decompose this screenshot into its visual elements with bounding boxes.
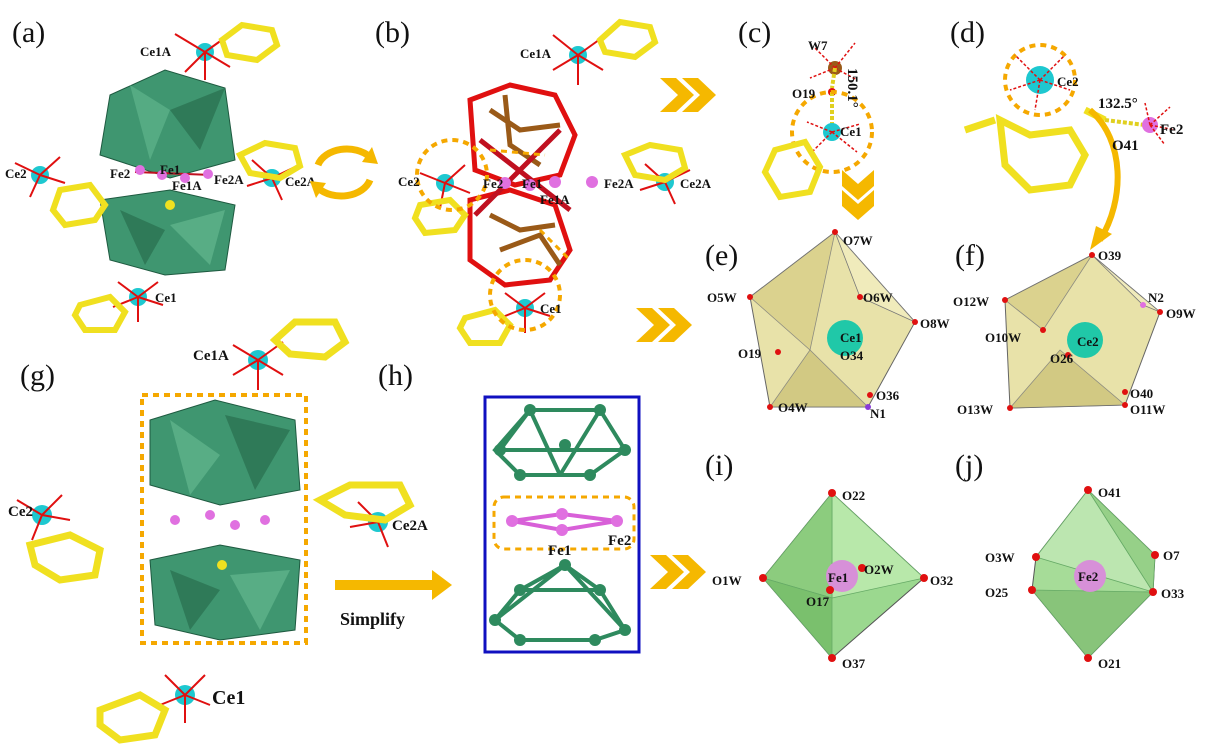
atom-label: O10W [985, 330, 1021, 345]
atom-label: O3W [985, 550, 1015, 565]
panel-j-label: (j) [955, 449, 983, 482]
atom-label: Fe2 [110, 166, 130, 181]
atom-label: Fe2A [214, 172, 244, 187]
fe-layer-a [134, 165, 213, 210]
panel-d: (d) Ce2 Fe2 O41 132.5° [950, 16, 1183, 250]
atom-label: O25 [985, 585, 1009, 600]
atom-label: N2 [1148, 290, 1164, 305]
exchange-arrows [310, 145, 378, 200]
atom-label: O40 [1130, 386, 1153, 401]
atom-label: O2W [864, 562, 894, 577]
panel-h: (h) Fe1 Fe2 [378, 359, 641, 654]
atom-label: Fe1 [522, 176, 542, 191]
polyhedra-cluster-a [99, 69, 236, 276]
atom-label: Fe2 [483, 176, 503, 191]
panel-a-label: (a) [12, 16, 45, 49]
panel-i: (i) O22 O1W Fe1 O2W O32 O17 O37 [705, 449, 953, 671]
panel-f-label: (f) [955, 239, 985, 272]
panel-e: (e) O7W O5W O6W O8W Ce1 O19 O34 O36 O4W … [705, 229, 950, 421]
atom-label: Fe1A [540, 192, 570, 207]
atom-label: Ce2 [8, 504, 33, 520]
atom-label: Ce2 [398, 174, 420, 189]
atom-label: O41 [1098, 485, 1121, 500]
atom-label: O7 [1163, 548, 1180, 563]
panel-c-label: (c) [738, 16, 771, 49]
atom-label: O32 [930, 573, 953, 588]
atom-label: Fe2 [608, 533, 631, 549]
atom-label: W7 [808, 38, 828, 53]
atom-label: Ce1 [840, 124, 862, 139]
simplify-arrow: Simplify [335, 570, 452, 629]
panel-a: (a) Ce1A Ce2 [5, 16, 317, 333]
atom-label: Ce2 [1057, 74, 1079, 89]
atom-label: O26 [1050, 351, 1074, 366]
atom-label: Fe1 [828, 570, 848, 585]
atom-label: O11W [1130, 402, 1165, 417]
atom-label: O17 [806, 594, 830, 609]
atom-label: Fe1 [548, 543, 571, 559]
atom-label: O8W [920, 316, 950, 331]
panel-c: (c) W7 O19 Ce1 150.1° [738, 16, 874, 201]
atom-label: O36 [876, 388, 900, 403]
atom-label: Fe1A [172, 178, 202, 193]
atom-label: O22 [842, 488, 865, 503]
atom-label: Ce2A [285, 174, 317, 189]
atom-label: Ce2 [5, 166, 27, 181]
atom-label: Fe1 [160, 162, 180, 177]
panel-d-label: (d) [950, 16, 985, 49]
simplify-label: Simplify [340, 609, 405, 629]
atom-label: O21 [1098, 656, 1121, 671]
panel-b: (b) Ce1A Ce2 Fe2 Fe1 Fe1A Fe2A [375, 16, 712, 346]
atom-label: Ce2 [1077, 334, 1099, 349]
atom-label: Ce2A [392, 518, 428, 534]
panel-g-label: (g) [20, 359, 55, 392]
atom-label: Ce1A [140, 44, 172, 59]
atom-label: O7W [843, 233, 873, 248]
atom-label: O37 [842, 656, 866, 671]
atom-label: Ce1 [155, 290, 177, 305]
angle-label: 150.1° [844, 68, 860, 108]
atom-label: Ce2A [680, 176, 712, 191]
atom-label: O9W [1166, 306, 1196, 321]
panel-g: (g) Ce1A Ce2 Ce2A Ce1 [8, 318, 428, 744]
panel-i-label: (i) [705, 449, 733, 482]
atom-label: Ce1A [520, 46, 552, 61]
atom-label: O4W [778, 400, 808, 415]
atom-label: Ce1 [540, 301, 562, 316]
atom-label: Ce1 [840, 330, 862, 345]
atom-label: O1W [712, 573, 742, 588]
atom-label: Ce1A [193, 348, 229, 364]
atom-label: O19 [792, 86, 816, 101]
atom-label: O41 [1112, 138, 1139, 154]
atom-label: O39 [1098, 248, 1122, 263]
panel-b-label: (b) [375, 16, 410, 49]
atom-label: O13W [957, 402, 993, 417]
atom-label: Fe2 [1078, 569, 1098, 584]
atom-label: O6W [863, 290, 893, 305]
atom-label: Ce1 [212, 687, 245, 709]
atom-label: O12W [953, 294, 989, 309]
atom-label: O33 [1161, 586, 1185, 601]
panel-h-label: (h) [378, 359, 413, 392]
atom-label: Fe2A [604, 176, 634, 191]
chevron-arrows [636, 78, 874, 589]
atom-label: O19 [738, 346, 762, 361]
panel-f: (f) O39 O12W N2 O9W O10W Ce2 O26 O40 O13… [953, 239, 1196, 417]
panel-e-label: (e) [705, 239, 738, 272]
atom-label: N1 [870, 406, 886, 421]
atom-label: O34 [840, 348, 864, 363]
atom-label: Fe2 [1160, 122, 1183, 138]
panel-j: (j) O41 O3W O7 O25 Fe2 O33 O21 [955, 449, 1185, 671]
angle-label: 132.5° [1098, 96, 1138, 112]
atom-label: O5W [707, 290, 737, 305]
